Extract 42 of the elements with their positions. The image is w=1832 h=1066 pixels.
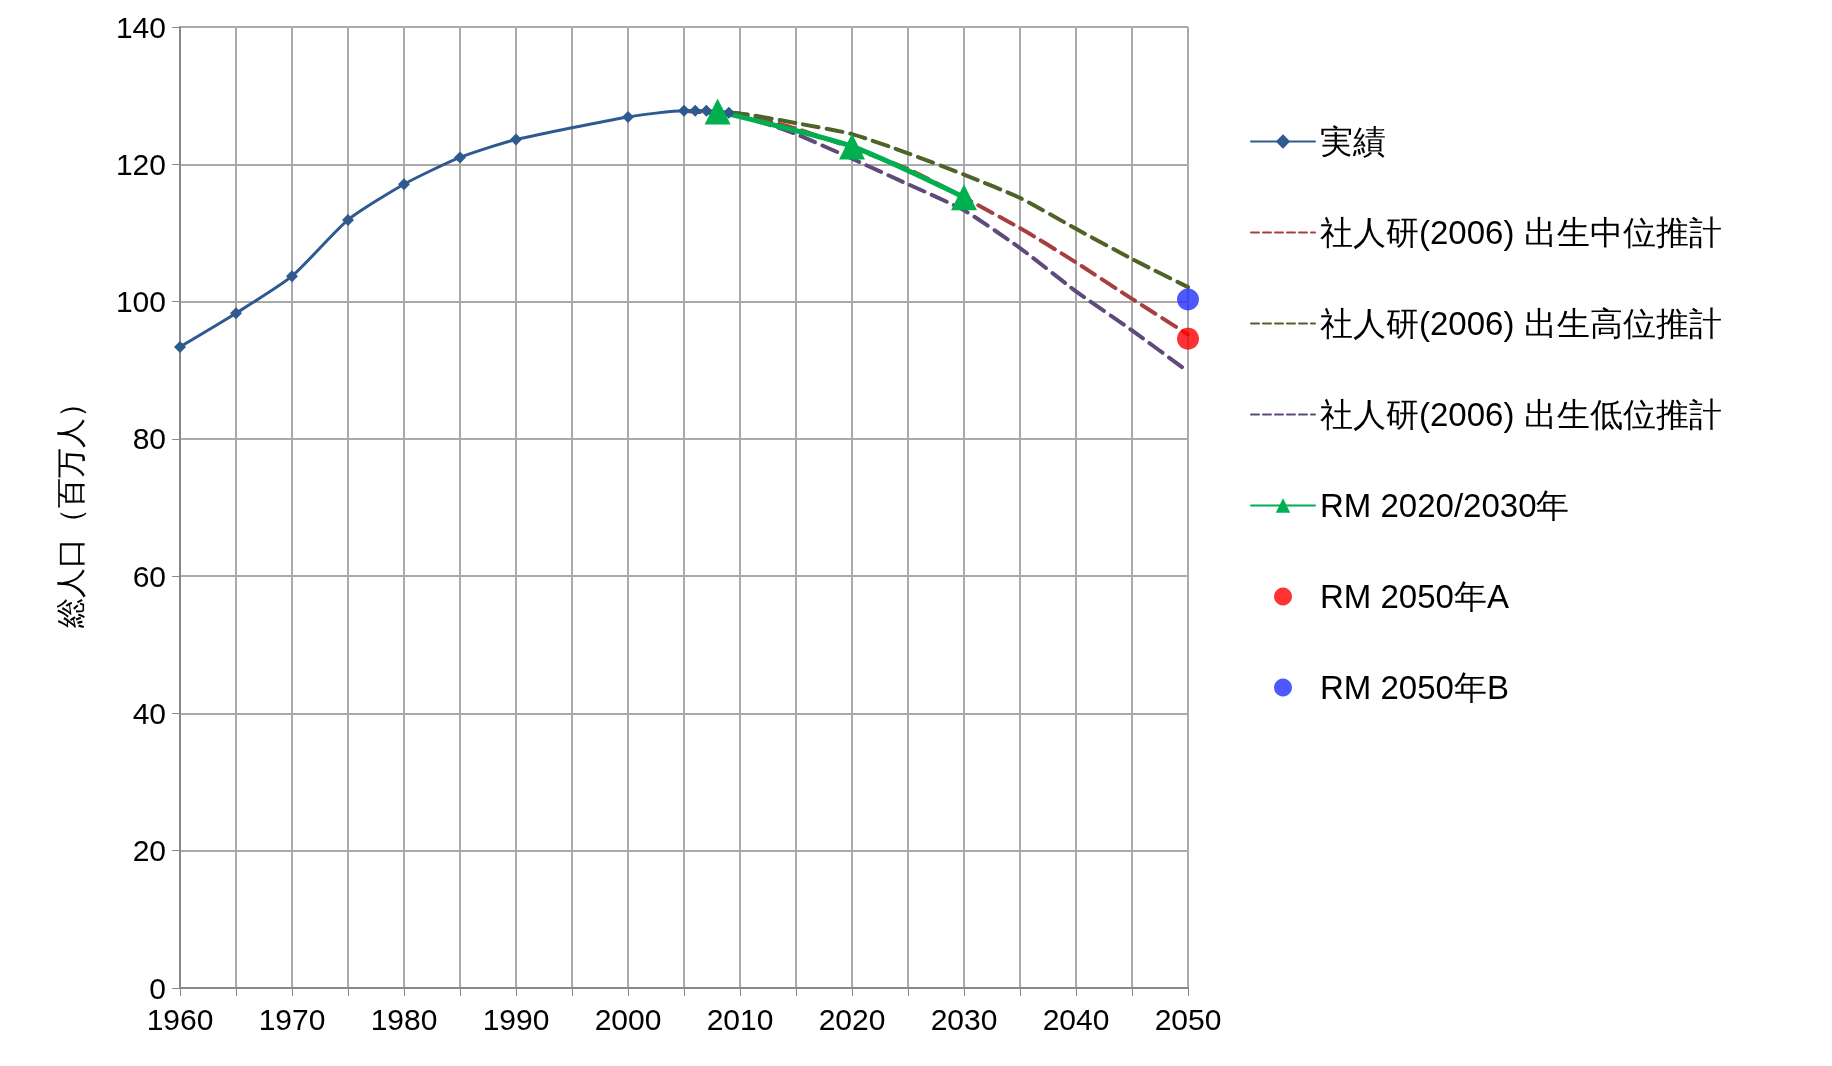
- x-tick-label: 1970: [258, 1002, 326, 1036]
- x-tick-label: 1980: [370, 1002, 438, 1036]
- y-tick-label: 40: [132, 696, 166, 730]
- legend-label: 実績: [1320, 123, 1386, 160]
- point: [174, 340, 186, 353]
- y-tick-label: 0: [149, 971, 166, 1005]
- point: [342, 213, 354, 226]
- legend-label: RM 2050年B: [1320, 669, 1509, 706]
- x-tick-label: 2020: [818, 1002, 886, 1036]
- legend-label: 社人研(2006) 出生中位推計: [1320, 214, 1722, 251]
- legend-label: RM 2050年A: [1320, 578, 1509, 615]
- x-tick-label: 1960: [146, 1002, 214, 1036]
- x-tick-label: 1990: [482, 1002, 550, 1036]
- point: [510, 133, 522, 146]
- point: [689, 104, 702, 117]
- x-tick-label: 2010: [706, 1002, 774, 1036]
- point: [230, 307, 242, 320]
- x-tick-label: 2050: [1154, 1002, 1222, 1036]
- point: [1177, 288, 1199, 311]
- point: [951, 184, 977, 211]
- y-tick-label: 120: [115, 147, 166, 181]
- y-tick-label: 80: [132, 422, 166, 456]
- point: [454, 151, 466, 164]
- legend-label: 社人研(2006) 出生高位推計: [1320, 305, 1722, 342]
- y-tick-label: 140: [115, 10, 166, 44]
- y-tick-label: 100: [115, 285, 166, 319]
- point: [700, 104, 713, 117]
- y-axis-title: 総人口（百万人）: [53, 387, 87, 629]
- point: [398, 178, 410, 191]
- legend-label: RM 2020/2030年: [1320, 487, 1570, 524]
- x-tick-label: 2040: [1042, 1002, 1110, 1036]
- x-tick-label: 2030: [930, 1002, 998, 1036]
- y-tick-label: 60: [132, 559, 166, 593]
- point: [622, 110, 634, 123]
- y-tick-label: 20: [132, 834, 166, 868]
- legend-label: 社人研(2006) 出生低位推計: [1320, 396, 1722, 433]
- point: [1177, 327, 1199, 350]
- x-tick-label: 2000: [594, 1002, 662, 1036]
- point: [839, 133, 865, 160]
- point: [286, 270, 298, 283]
- point: [704, 98, 731, 125]
- point: [678, 104, 690, 117]
